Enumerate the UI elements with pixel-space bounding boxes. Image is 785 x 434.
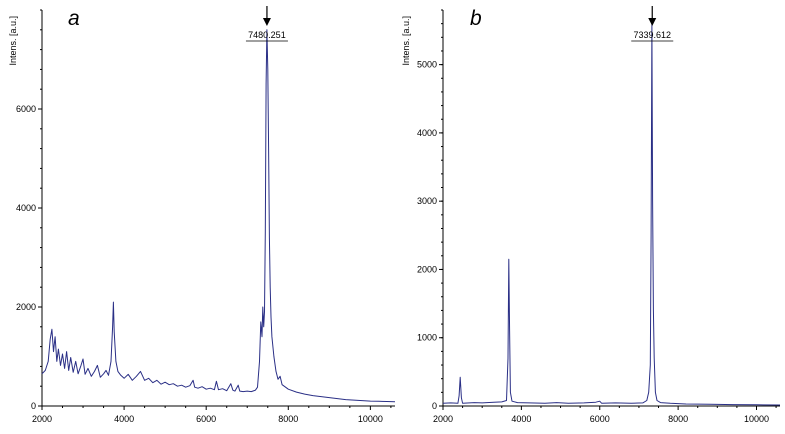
x-tick-label: 6000 (590, 414, 610, 424)
y-tick-label: 6000 (16, 104, 36, 114)
x-tick-label: 10000 (744, 414, 769, 424)
y-tick-label: 4000 (16, 203, 36, 213)
panel-letter: a (68, 7, 80, 30)
y-tick-label: 2000 (417, 264, 437, 274)
y-axis-label: Intens. [a.u.] (401, 16, 411, 66)
peak-label: 7480.251 (248, 30, 286, 40)
x-tick-label: 6000 (196, 414, 216, 424)
peak-arrow-head-icon (262, 18, 271, 26)
peak-label: 7339.612 (633, 30, 671, 40)
x-tick-label: 4000 (511, 414, 531, 424)
peak-arrow-head-icon (648, 18, 657, 26)
spectrum-panel-a: 2000 4000 6000 8000 10000 0 2000 4000 6000 Intens… (8, 6, 396, 424)
y-axis-label: Intens. [a.u.] (8, 16, 18, 66)
y-tick-label: 5000 (417, 60, 437, 70)
y-tick-label: 0 (432, 401, 437, 411)
spectrum-line (41, 29, 396, 403)
spectrum-panel-b: 2000 4000 6000 8000 10000 0 1000 2000 3000 4000 50… (401, 6, 781, 424)
panel-letter: b (470, 7, 482, 30)
y-tick-label: 4000 (417, 128, 437, 138)
y-tick-label: 2000 (16, 302, 36, 312)
x-tick-label: 2000 (32, 414, 52, 424)
y-tick-label: 1000 (417, 333, 437, 343)
x-tick-label: 8000 (668, 414, 688, 424)
x-tick-label: 2000 (433, 414, 453, 424)
x-tick-label: 8000 (278, 414, 298, 424)
spectrum-line (442, 23, 781, 406)
y-tick-label: 3000 (417, 196, 437, 206)
x-tick-label: 10000 (358, 414, 383, 424)
y-tick-label: 0 (31, 401, 36, 411)
x-tick-label: 4000 (114, 414, 134, 424)
